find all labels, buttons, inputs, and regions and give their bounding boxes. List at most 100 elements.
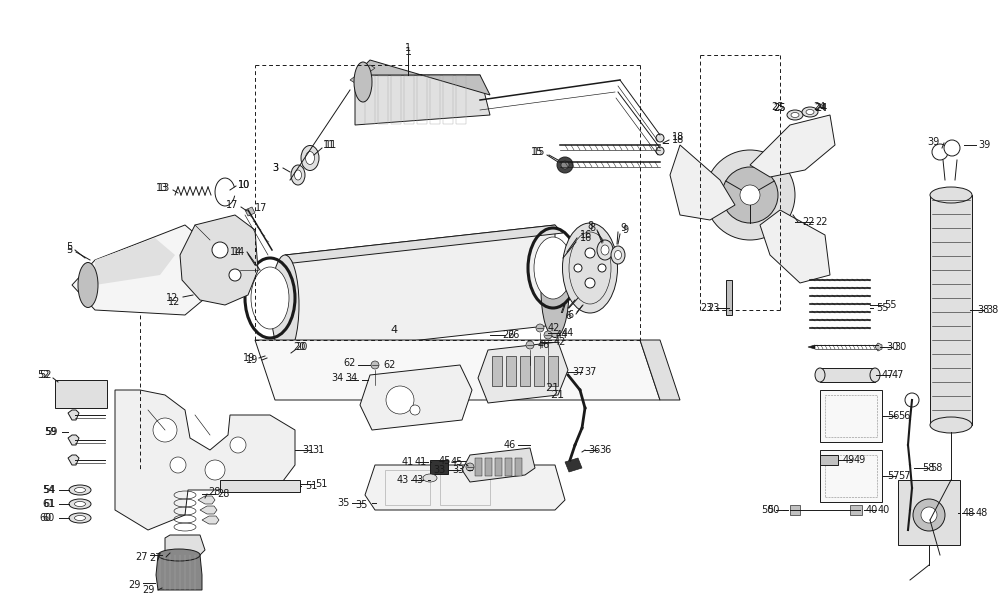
Text: 22: 22 — [802, 217, 814, 227]
Circle shape — [740, 185, 760, 205]
Text: 58: 58 — [922, 463, 934, 473]
Circle shape — [153, 418, 177, 442]
Ellipse shape — [158, 549, 200, 561]
Text: 51: 51 — [305, 481, 317, 491]
Text: 13: 13 — [156, 183, 168, 193]
Text: 56: 56 — [898, 411, 910, 421]
Ellipse shape — [601, 245, 609, 255]
Polygon shape — [95, 238, 175, 285]
Polygon shape — [68, 455, 79, 465]
Ellipse shape — [74, 488, 86, 492]
Polygon shape — [365, 465, 565, 510]
Polygon shape — [565, 458, 582, 472]
Polygon shape — [255, 340, 660, 400]
Ellipse shape — [656, 147, 664, 155]
Text: 18: 18 — [672, 132, 684, 142]
Bar — [430, 460, 448, 474]
Ellipse shape — [544, 331, 552, 339]
Ellipse shape — [802, 107, 818, 117]
Circle shape — [170, 457, 186, 473]
Polygon shape — [198, 496, 215, 504]
Circle shape — [944, 140, 960, 156]
Circle shape — [386, 386, 414, 414]
Circle shape — [932, 144, 948, 160]
Text: 23: 23 — [701, 303, 713, 313]
Ellipse shape — [267, 347, 283, 363]
Polygon shape — [670, 145, 735, 220]
Text: 41: 41 — [415, 457, 427, 467]
Text: 49: 49 — [854, 455, 866, 465]
Bar — [220, 480, 300, 492]
Text: 12: 12 — [168, 297, 180, 307]
Ellipse shape — [541, 243, 569, 337]
Text: 16: 16 — [580, 230, 592, 240]
Text: 26: 26 — [507, 330, 519, 340]
Bar — [534, 356, 544, 386]
Bar — [825, 395, 877, 437]
Text: 40: 40 — [878, 505, 890, 515]
Text: 42: 42 — [548, 323, 560, 333]
Polygon shape — [285, 225, 563, 263]
Text: 8: 8 — [589, 223, 595, 233]
Circle shape — [230, 437, 246, 453]
Text: 25: 25 — [774, 103, 786, 113]
Text: 50: 50 — [762, 505, 774, 515]
Polygon shape — [750, 115, 835, 177]
Polygon shape — [200, 506, 217, 514]
Text: 15: 15 — [533, 147, 545, 157]
Ellipse shape — [562, 223, 618, 313]
Bar — [548, 356, 558, 386]
Text: 37: 37 — [584, 367, 596, 377]
Bar — [820, 390, 882, 442]
Bar — [385, 470, 430, 505]
Text: 61: 61 — [43, 499, 55, 509]
Text: 12: 12 — [166, 293, 178, 303]
Ellipse shape — [806, 110, 814, 114]
Text: 59: 59 — [45, 427, 57, 437]
Circle shape — [901, 528, 915, 542]
Polygon shape — [355, 60, 490, 95]
Ellipse shape — [271, 351, 279, 359]
Text: 19: 19 — [243, 353, 255, 363]
Ellipse shape — [534, 237, 572, 299]
Text: 31: 31 — [302, 445, 314, 455]
Text: 28: 28 — [217, 489, 229, 499]
Ellipse shape — [815, 368, 825, 382]
Text: 45: 45 — [451, 457, 463, 467]
Text: 5: 5 — [66, 242, 72, 252]
Polygon shape — [68, 410, 79, 420]
Text: 48: 48 — [976, 508, 988, 518]
Text: 35: 35 — [356, 500, 368, 510]
Text: 26: 26 — [502, 330, 514, 340]
Polygon shape — [462, 448, 535, 482]
Text: 29: 29 — [129, 580, 141, 590]
Ellipse shape — [423, 474, 437, 482]
Text: 34: 34 — [346, 373, 358, 383]
Text: 13: 13 — [158, 183, 170, 193]
Text: 55: 55 — [884, 300, 896, 310]
Text: 36: 36 — [588, 445, 600, 455]
Text: 14: 14 — [230, 247, 242, 257]
Text: 17: 17 — [255, 203, 267, 213]
Ellipse shape — [251, 267, 289, 329]
Text: 30: 30 — [894, 342, 906, 352]
Text: 43: 43 — [412, 475, 424, 485]
Text: 48: 48 — [963, 508, 975, 518]
Circle shape — [905, 393, 919, 407]
Text: 35: 35 — [338, 498, 350, 508]
Text: 47: 47 — [882, 370, 894, 380]
Text: 56: 56 — [887, 411, 899, 421]
Text: 46: 46 — [504, 440, 516, 450]
Text: 30: 30 — [886, 342, 898, 352]
Circle shape — [205, 460, 225, 480]
Circle shape — [585, 278, 595, 288]
Text: 37: 37 — [572, 367, 584, 377]
Circle shape — [598, 264, 606, 272]
Ellipse shape — [614, 250, 622, 259]
Polygon shape — [760, 210, 830, 283]
Polygon shape — [115, 390, 295, 530]
Text: 44: 44 — [562, 328, 574, 338]
Bar — [492, 356, 502, 386]
Bar — [898, 480, 960, 545]
Text: 51: 51 — [315, 479, 327, 489]
